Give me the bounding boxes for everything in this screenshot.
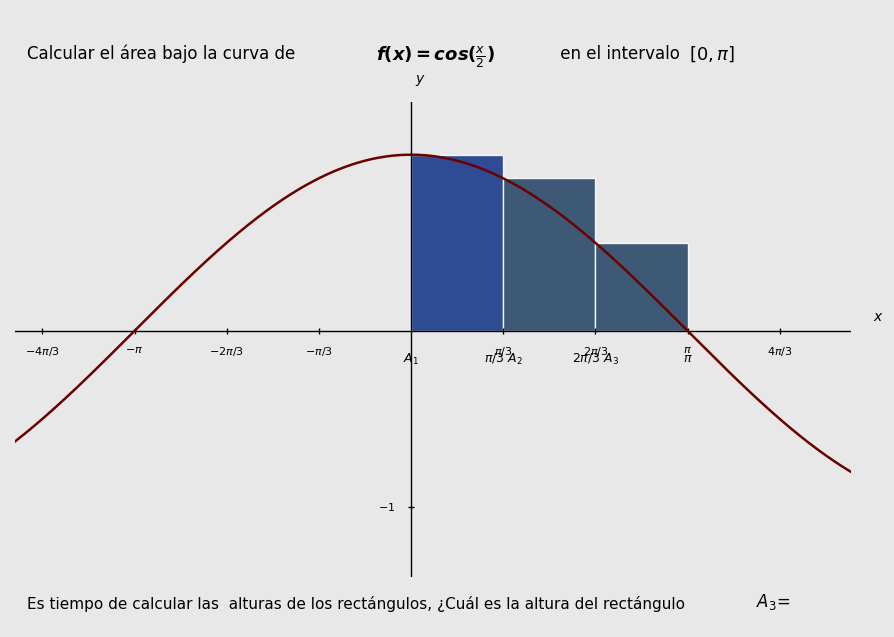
Text: $2\pi/3$ $A_3$: $2\pi/3$ $A_3$	[571, 352, 618, 367]
Text: $A_3$=: $A_3$=	[755, 592, 789, 612]
Text: $\boldsymbol{f(x) = cos(\frac{x}{2})}$: $\boldsymbol{f(x) = cos(\frac{x}{2})}$	[375, 45, 494, 70]
Bar	[502, 178, 595, 331]
Text: $-4\pi/3$: $-4\pi/3$	[25, 345, 60, 358]
Bar	[595, 243, 687, 331]
Text: $\pi/3$: $\pi/3$	[493, 345, 512, 358]
Text: $\pi$: $\pi$	[682, 345, 691, 355]
Text: $-1$: $-1$	[377, 501, 395, 513]
Text: $\pi/3$ $A_2$: $\pi/3$ $A_2$	[484, 352, 522, 367]
Text: $4\pi/3$: $4\pi/3$	[766, 345, 791, 358]
Text: $[0, \pi]$: $[0, \pi]$	[688, 45, 734, 64]
Text: Es tiempo de calcular las  alturas de los rectángulos, ¿Cuál es la altura del re: Es tiempo de calcular las alturas de los…	[27, 596, 689, 612]
Bar	[410, 155, 502, 331]
Text: $-\pi$: $-\pi$	[125, 345, 143, 355]
Text: $-2\pi/3$: $-2\pi/3$	[209, 345, 244, 358]
Text: $-\pi/3$: $-\pi/3$	[305, 345, 333, 358]
Text: $\pi$: $\pi$	[682, 352, 692, 365]
Text: en el intervalo: en el intervalo	[554, 45, 684, 62]
Text: Calcular el área bajo la curva de: Calcular el área bajo la curva de	[27, 45, 300, 63]
Text: $2\pi/3$: $2\pi/3$	[582, 345, 608, 358]
Text: $y$: $y$	[415, 73, 426, 88]
Text: $A_1$: $A_1$	[402, 352, 418, 367]
Text: $x$: $x$	[872, 310, 882, 324]
